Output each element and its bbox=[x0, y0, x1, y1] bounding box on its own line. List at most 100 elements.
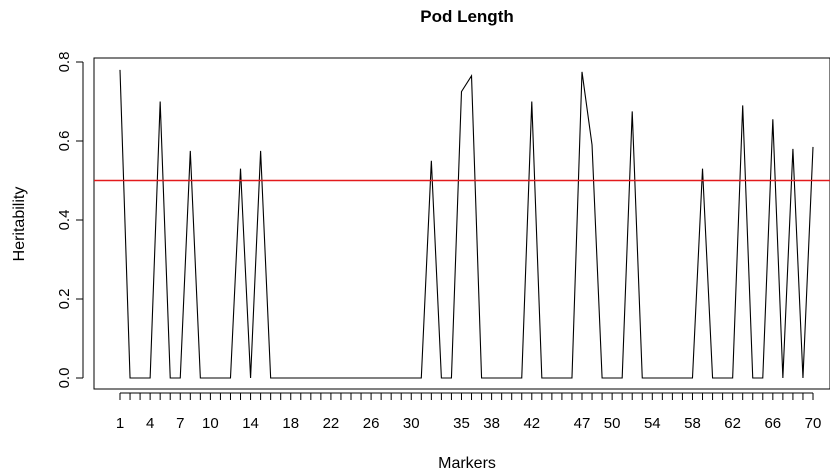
data-point bbox=[692, 377, 693, 378]
x-tick-label: 7 bbox=[176, 415, 184, 432]
data-point bbox=[421, 377, 422, 378]
x-tick-label: 47 bbox=[574, 415, 591, 432]
data-point bbox=[411, 377, 412, 378]
data-point bbox=[350, 377, 351, 378]
data-point bbox=[491, 377, 492, 378]
data-point bbox=[370, 377, 371, 378]
data-point bbox=[782, 377, 783, 378]
x-tick-label: 10 bbox=[202, 415, 219, 432]
chart-title: Pod Length bbox=[420, 7, 513, 26]
data-point bbox=[511, 377, 512, 378]
data-point bbox=[712, 377, 713, 378]
data-point bbox=[190, 150, 191, 151]
data-point bbox=[541, 377, 542, 378]
data-point bbox=[732, 377, 733, 378]
data-point bbox=[702, 168, 703, 169]
data-point bbox=[119, 69, 120, 70]
data-point bbox=[129, 377, 130, 378]
data-point bbox=[571, 377, 572, 378]
x-tick-label: 58 bbox=[684, 415, 701, 432]
data-point bbox=[642, 377, 643, 378]
plot-frame bbox=[93, 57, 830, 390]
data-point bbox=[531, 101, 532, 102]
data-point bbox=[290, 377, 291, 378]
x-tick-label: 70 bbox=[805, 415, 822, 432]
data-point bbox=[180, 377, 181, 378]
y-tick-label: 0.6 bbox=[56, 131, 73, 152]
data-point bbox=[501, 377, 502, 378]
data-point bbox=[401, 377, 402, 378]
data-point bbox=[622, 377, 623, 378]
x-tick-label: 18 bbox=[282, 415, 299, 432]
y-tick-label: 0.4 bbox=[56, 210, 73, 231]
x-tick-label: 30 bbox=[403, 415, 420, 432]
data-point bbox=[160, 101, 161, 102]
y-tick-label: 0.0 bbox=[56, 368, 73, 389]
data-point bbox=[139, 377, 140, 378]
data-point bbox=[310, 377, 311, 378]
data-point bbox=[601, 377, 602, 378]
data-point bbox=[521, 377, 522, 378]
x-tick-label: 1 bbox=[116, 415, 124, 432]
x-tick-label: 26 bbox=[363, 415, 380, 432]
x-axis: 1 4 7 10 14 18 22 26 30 35 38 42 47 50 54 58 62 66 70 bbox=[116, 392, 822, 432]
data-point bbox=[330, 377, 331, 378]
series-layer bbox=[119, 69, 814, 379]
data-point bbox=[441, 377, 442, 378]
data-point bbox=[461, 91, 462, 92]
data-point bbox=[581, 71, 582, 72]
data-point bbox=[300, 377, 301, 378]
x-tick-label: 14 bbox=[242, 415, 259, 432]
data-point bbox=[340, 377, 341, 378]
data-point bbox=[561, 377, 562, 378]
data-point bbox=[792, 148, 793, 149]
data-point bbox=[381, 377, 382, 378]
data-point bbox=[210, 377, 211, 378]
data-point bbox=[551, 377, 552, 378]
data-point bbox=[672, 377, 673, 378]
data-point bbox=[481, 377, 482, 378]
y-axis: 0.0 0.2 0.4 0.6 0.8 bbox=[56, 52, 84, 389]
data-point bbox=[591, 144, 592, 145]
x-tick-label: 42 bbox=[523, 415, 540, 432]
x-tick-label: 62 bbox=[724, 415, 741, 432]
data-point bbox=[200, 377, 201, 378]
data-point bbox=[802, 377, 803, 378]
x-tick-label: 54 bbox=[644, 415, 661, 432]
y-tick-label: 0.8 bbox=[56, 52, 73, 73]
x-tick-label: 4 bbox=[146, 415, 154, 432]
data-point bbox=[632, 111, 633, 112]
x-tick-label: 22 bbox=[323, 415, 340, 432]
data-point bbox=[260, 150, 261, 151]
data-point bbox=[220, 377, 221, 378]
data-point bbox=[360, 377, 361, 378]
data-point bbox=[812, 146, 813, 147]
x-tick-label: 66 bbox=[764, 415, 781, 432]
data-point bbox=[280, 377, 281, 378]
data-point bbox=[742, 105, 743, 106]
data-point bbox=[270, 377, 271, 378]
x-tick-label: 50 bbox=[604, 415, 621, 432]
data-point bbox=[682, 377, 683, 378]
series-line bbox=[119, 69, 814, 379]
data-point bbox=[391, 377, 392, 378]
data-point bbox=[772, 119, 773, 120]
data-point bbox=[612, 377, 613, 378]
y-axis-label: Heritability bbox=[11, 187, 28, 262]
data-point bbox=[150, 377, 151, 378]
data-point bbox=[662, 377, 663, 378]
data-point bbox=[170, 377, 171, 378]
data-point bbox=[250, 377, 251, 378]
data-point bbox=[752, 377, 753, 378]
y-tick-label: 0.2 bbox=[56, 289, 73, 310]
data-point bbox=[230, 377, 231, 378]
x-tick-label: 35 bbox=[453, 415, 470, 432]
data-point bbox=[471, 75, 472, 76]
data-point bbox=[652, 377, 653, 378]
data-point bbox=[451, 377, 452, 378]
x-axis-label: Markers bbox=[438, 455, 496, 472]
data-point bbox=[762, 377, 763, 378]
data-point bbox=[431, 160, 432, 161]
